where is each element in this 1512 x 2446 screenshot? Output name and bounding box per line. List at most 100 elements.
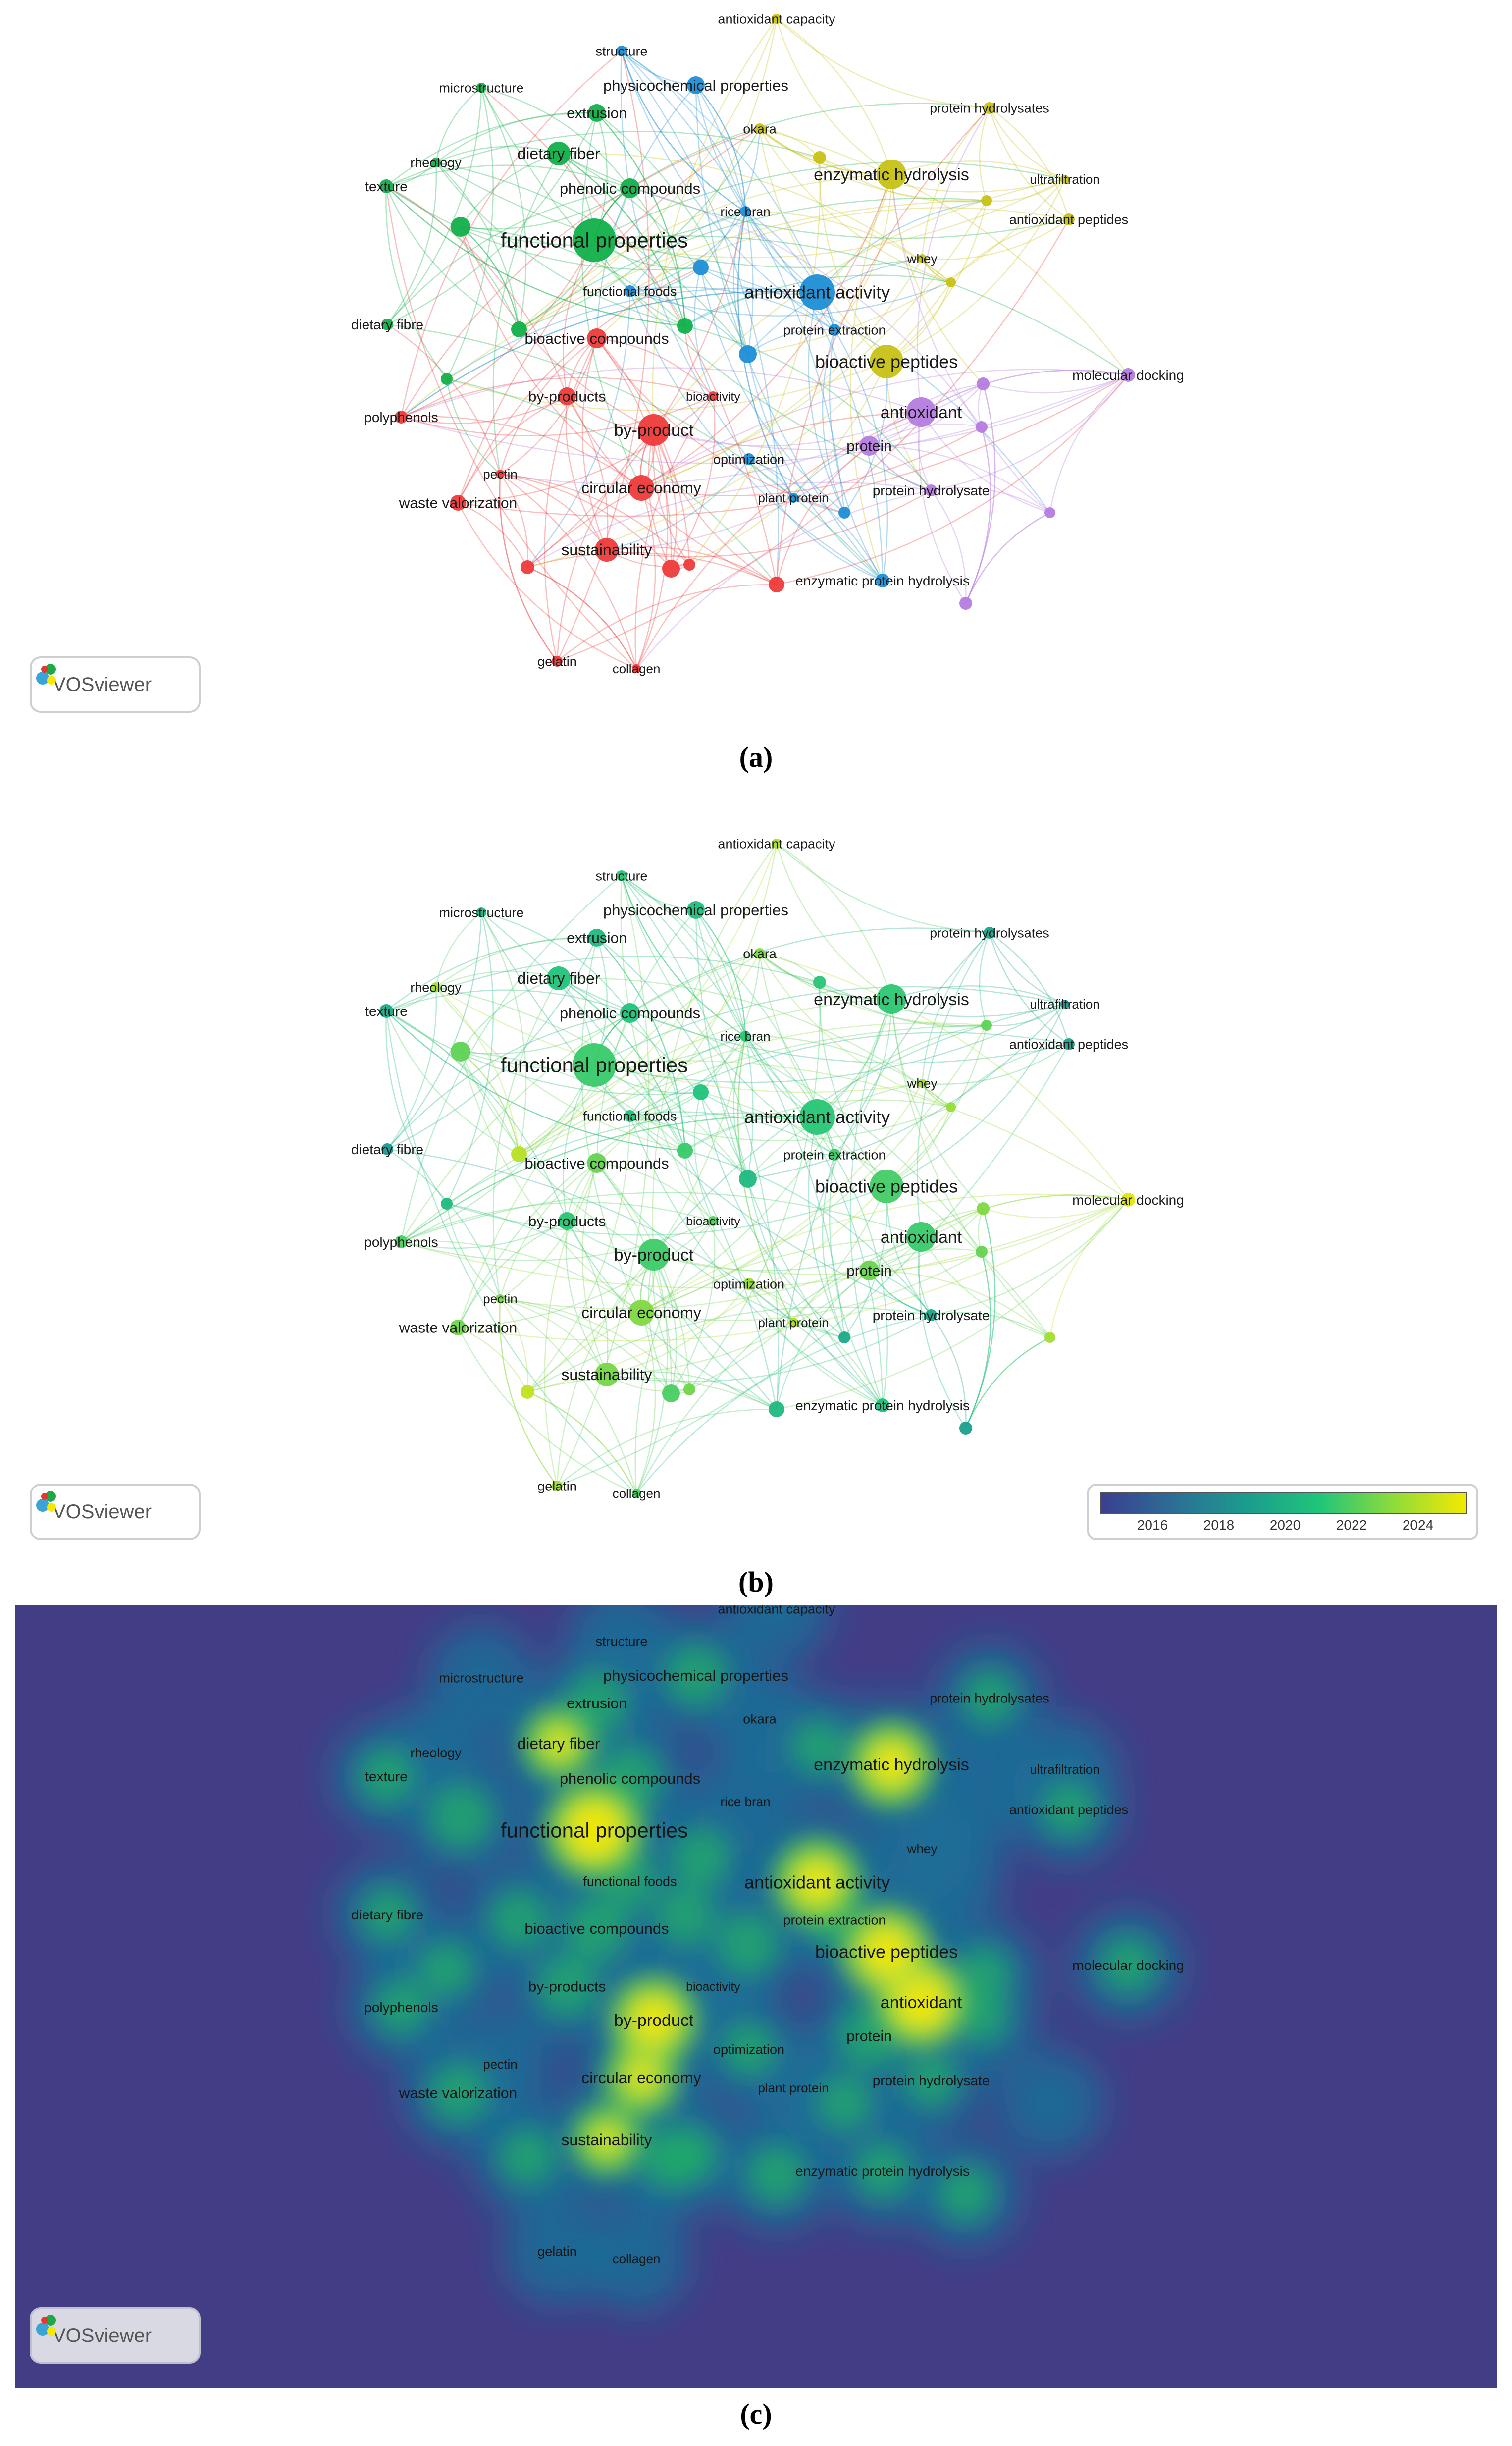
keyword-node[interactable] [708, 391, 718, 401]
keyword-node[interactable] [740, 1031, 751, 1042]
keyword-node[interactable] [946, 277, 956, 287]
keyword-node[interactable] [946, 1102, 956, 1112]
keyword-node[interactable] [628, 475, 654, 501]
keyword-node[interactable] [616, 870, 627, 881]
keyword-node[interactable] [451, 1042, 470, 1062]
keyword-node[interactable] [632, 664, 641, 673]
keyword-node[interactable] [683, 1383, 695, 1395]
keyword-node[interactable] [739, 345, 757, 363]
keyword-node[interactable] [799, 1099, 835, 1135]
keyword-node[interactable] [1044, 507, 1055, 518]
keyword-node[interactable] [772, 14, 782, 24]
keyword-node[interactable] [476, 907, 486, 917]
keyword-node[interactable] [620, 1003, 640, 1023]
keyword-node[interactable] [925, 484, 937, 496]
keyword-node[interactable] [906, 397, 936, 427]
keyword-node[interactable] [1063, 1038, 1075, 1050]
keyword-node[interactable] [877, 984, 906, 1014]
keyword-node[interactable] [441, 1198, 453, 1210]
keyword-node[interactable] [813, 151, 826, 164]
keyword-node[interactable] [1044, 1332, 1055, 1343]
keyword-node[interactable] [552, 656, 563, 667]
keyword-node[interactable] [788, 1318, 798, 1328]
keyword-node[interactable] [587, 1153, 607, 1173]
keyword-node[interactable] [859, 436, 879, 456]
keyword-node[interactable] [1060, 175, 1069, 184]
keyword-node[interactable] [431, 982, 441, 992]
keyword-node[interactable] [573, 218, 616, 262]
keyword-node[interactable] [662, 1384, 680, 1402]
keyword-node[interactable] [395, 411, 408, 424]
keyword-node[interactable] [870, 345, 903, 378]
keyword-node[interactable] [859, 1261, 879, 1280]
keyword-node[interactable] [918, 1079, 927, 1088]
keyword-node[interactable] [450, 1320, 466, 1335]
keyword-node[interactable] [451, 217, 470, 237]
keyword-node[interactable] [740, 206, 751, 217]
keyword-node[interactable] [876, 1398, 889, 1412]
keyword-node[interactable] [743, 1278, 755, 1290]
keyword-node[interactable] [511, 1146, 527, 1162]
keyword-node[interactable] [1121, 1193, 1135, 1207]
keyword-node[interactable] [624, 1110, 636, 1122]
keyword-node[interactable] [628, 1300, 654, 1326]
keyword-node[interactable] [799, 274, 835, 310]
keyword-node[interactable] [977, 1202, 990, 1215]
keyword-node[interactable] [381, 1143, 393, 1155]
keyword-node[interactable] [687, 76, 705, 94]
keyword-node[interactable] [693, 260, 709, 275]
keyword-node[interactable] [595, 1363, 619, 1386]
keyword-node[interactable] [1063, 213, 1075, 225]
keyword-node[interactable] [769, 577, 784, 592]
keyword-node[interactable] [829, 1149, 840, 1161]
keyword-node[interactable] [677, 318, 693, 334]
keyword-node[interactable] [379, 1004, 393, 1018]
keyword-node[interactable] [877, 160, 906, 189]
keyword-node[interactable] [876, 574, 889, 587]
keyword-node[interactable] [547, 142, 571, 165]
keyword-node[interactable] [587, 328, 607, 348]
keyword-node[interactable] [521, 1385, 534, 1399]
keyword-node[interactable] [573, 1043, 616, 1087]
keyword-node[interactable] [588, 929, 606, 947]
keyword-node[interactable] [683, 559, 695, 571]
keyword-node[interactable] [743, 453, 755, 465]
keyword-node[interactable] [788, 493, 798, 503]
keyword-node[interactable] [632, 1489, 641, 1498]
keyword-node[interactable] [677, 1143, 693, 1159]
keyword-node[interactable] [1060, 1000, 1069, 1009]
keyword-node[interactable] [476, 83, 486, 93]
keyword-node[interactable] [981, 195, 992, 206]
keyword-node[interactable] [693, 1084, 709, 1100]
keyword-node[interactable] [772, 839, 782, 849]
keyword-node[interactable] [638, 414, 670, 446]
keyword-node[interactable] [496, 1294, 505, 1303]
keyword-node[interactable] [552, 1481, 563, 1491]
keyword-node[interactable] [381, 319, 393, 330]
keyword-node[interactable] [450, 495, 466, 511]
keyword-node[interactable] [662, 560, 680, 578]
keyword-node[interactable] [496, 470, 505, 479]
keyword-node[interactable] [838, 507, 850, 519]
keyword-node[interactable] [558, 1212, 576, 1230]
keyword-node[interactable] [620, 178, 640, 198]
keyword-node[interactable] [441, 373, 453, 385]
keyword-node[interactable] [977, 377, 990, 390]
keyword-node[interactable] [431, 158, 441, 167]
keyword-node[interactable] [687, 901, 705, 919]
keyword-node[interactable] [829, 324, 840, 336]
keyword-node[interactable] [708, 1216, 718, 1226]
keyword-node[interactable] [959, 597, 972, 610]
keyword-node[interactable] [870, 1170, 903, 1203]
keyword-node[interactable] [925, 1309, 937, 1321]
keyword-node[interactable] [521, 560, 534, 574]
keyword-node[interactable] [616, 46, 627, 56]
keyword-node[interactable] [1121, 368, 1135, 382]
keyword-node[interactable] [588, 104, 606, 122]
keyword-node[interactable] [754, 123, 765, 134]
keyword-node[interactable] [558, 387, 576, 405]
keyword-node[interactable] [739, 1170, 757, 1188]
keyword-node[interactable] [976, 421, 988, 433]
keyword-node[interactable] [981, 1020, 992, 1031]
keyword-node[interactable] [395, 1235, 408, 1248]
